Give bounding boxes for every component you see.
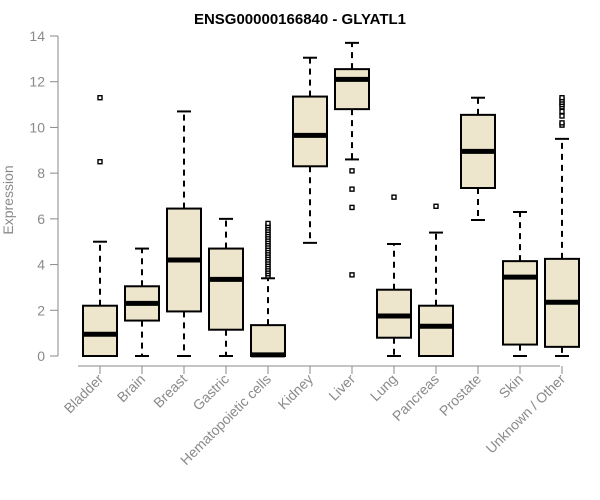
x-tick-label: Bladder — [61, 371, 107, 417]
outlier-point — [349, 168, 355, 174]
outlier-point — [349, 204, 355, 211]
x-tick-label: Liver — [325, 371, 358, 404]
y-tick-label: 10 — [29, 119, 45, 135]
outlier-point — [349, 186, 355, 192]
y-axis-label: Expression — [0, 165, 16, 234]
y-tick-label: 6 — [37, 211, 45, 227]
box-7 — [376, 194, 412, 357]
box-body — [208, 247, 244, 331]
y-tick-label: 14 — [29, 28, 45, 44]
box-body — [502, 260, 538, 346]
outlier-point — [391, 194, 397, 200]
box-11 — [544, 95, 580, 357]
x-tick-label: Breast — [150, 371, 190, 411]
y-tick-label: 2 — [37, 302, 45, 318]
x-tick-label: Skin — [496, 371, 527, 402]
outlier-point — [559, 113, 565, 119]
box-8 — [418, 203, 454, 358]
x-tick-label: Brain — [114, 371, 148, 405]
x-tick-label: Lung — [367, 371, 400, 404]
box-body — [82, 304, 118, 358]
x-tick-label: Kidney — [275, 371, 317, 413]
box-6 — [334, 41, 370, 278]
box-4 — [250, 220, 286, 358]
outlier-point — [97, 159, 103, 165]
chart-title: ENSG00000166840 - GLYATL1 — [194, 11, 406, 28]
x-tick-label: Unknown / Other — [483, 371, 569, 457]
box-2 — [166, 110, 202, 357]
box-body — [292, 95, 328, 168]
box-3 — [208, 217, 244, 357]
outlier-point — [265, 220, 271, 227]
outlier-point — [97, 95, 103, 101]
y-axis-ticks: 0 2 4 6 8 10 12 14 — [29, 28, 58, 364]
outlier-point — [559, 95, 565, 101]
outlier-point — [349, 272, 355, 278]
boxes-group — [82, 41, 580, 358]
outlier-point — [559, 108, 565, 115]
box-body — [418, 304, 454, 358]
box-body — [334, 68, 370, 111]
box-9 — [460, 96, 496, 221]
box-0 — [82, 95, 118, 358]
y-tick-label: 0 — [37, 348, 45, 364]
box-1 — [124, 247, 160, 357]
outlier-point — [433, 203, 439, 209]
y-tick-label: 8 — [37, 165, 45, 181]
box-body — [250, 324, 286, 357]
y-tick-label: 12 — [29, 74, 45, 90]
box-10 — [502, 211, 538, 357]
box-5 — [292, 56, 328, 244]
y-tick-label: 4 — [37, 257, 45, 273]
x-tick-label: Prostate — [436, 371, 484, 419]
x-tick-label: Pancreas — [389, 371, 442, 424]
outlier-point — [559, 120, 565, 126]
